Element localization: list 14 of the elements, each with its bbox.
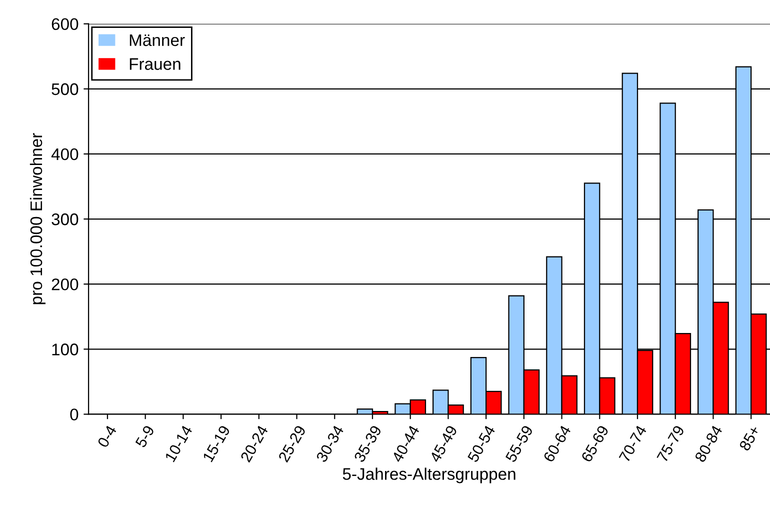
y-tick-label: 400 — [51, 148, 78, 160]
y-tick-label: 300 — [52, 213, 78, 226]
x-tick-label: 5-9 — [134, 424, 155, 448]
y-tick-label: 200 — [52, 278, 78, 290]
x-tick-label: 0-4 — [97, 424, 117, 448]
legend-label: Männer — [130, 34, 185, 46]
legend-label: Frauen — [130, 58, 180, 70]
y-tick-label: 500 — [52, 83, 78, 96]
y-tick-label: 100 — [52, 344, 78, 356]
y-tick-label: 600 — [52, 18, 78, 30]
y-tick-label: 0 — [70, 408, 78, 420]
x-tick-label: 85+ — [738, 424, 760, 452]
x-axis-title: 5-Jahres-Altersgruppen — [342, 468, 516, 484]
y-axis-title: pro 100.000 Einwohner — [30, 133, 46, 304]
